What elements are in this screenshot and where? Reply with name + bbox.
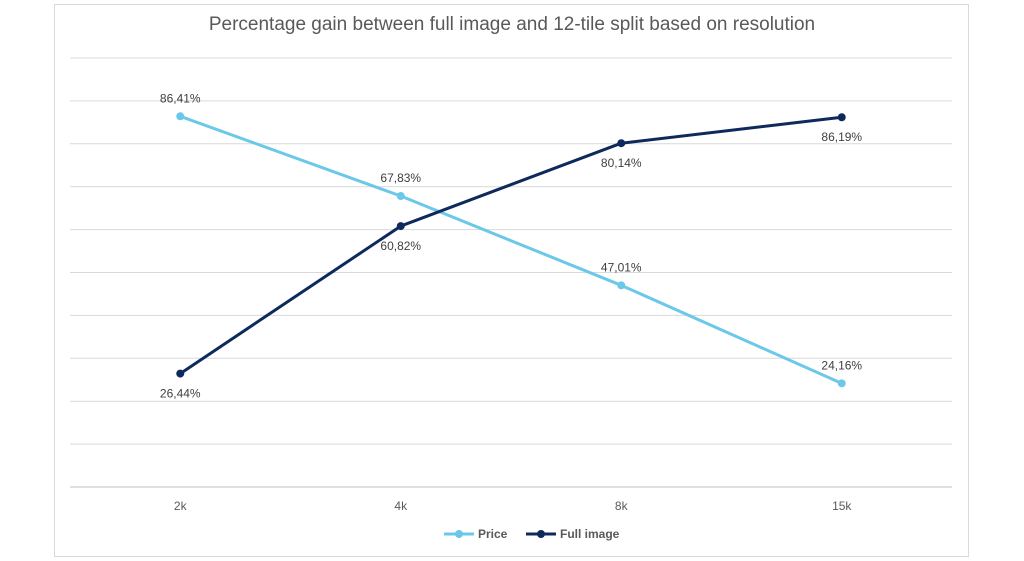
data-point — [396, 222, 405, 231]
data-point — [176, 112, 185, 121]
gridlines — [70, 57, 952, 488]
data-label: 60,82% — [380, 239, 421, 253]
x-axis: 2k 4k 8k 15k — [174, 499, 853, 513]
data-label: 80,14% — [601, 156, 642, 170]
x-tick-label: 2k — [174, 499, 188, 513]
x-tick-label: 15k — [832, 499, 852, 513]
data-label: 26,44% — [160, 387, 201, 401]
series-lines — [178, 114, 844, 385]
data-point — [837, 113, 846, 122]
data-label: 86,41% — [160, 91, 201, 105]
data-point — [617, 139, 626, 148]
series-line — [178, 114, 844, 385]
legend-swatch-marker — [455, 530, 463, 538]
data-point — [837, 379, 846, 388]
series-points — [176, 112, 846, 388]
x-tick-label: 4k — [394, 499, 408, 513]
data-point — [396, 192, 405, 201]
legend-swatch-marker — [537, 530, 545, 538]
legend: Price Full image — [444, 527, 620, 541]
legend-label: Full image — [560, 527, 620, 541]
legend-label: Price — [478, 527, 508, 541]
data-label: 86,19% — [821, 130, 862, 144]
data-label: 24,16% — [821, 358, 862, 372]
chart-title: Percentage gain between full image and 1… — [208, 14, 816, 35]
x-tick-label: 8k — [615, 499, 629, 513]
chart-frame — [54, 4, 969, 557]
data-point — [617, 281, 626, 290]
data-point — [176, 369, 185, 378]
data-label: 47,01% — [601, 260, 642, 274]
data-label: 67,83% — [380, 171, 421, 185]
series-line — [178, 115, 844, 376]
data-labels: 86,41% 67,83% 47,01% 24,16% 26,44% 60,82% 80,1… — [160, 91, 863, 400]
